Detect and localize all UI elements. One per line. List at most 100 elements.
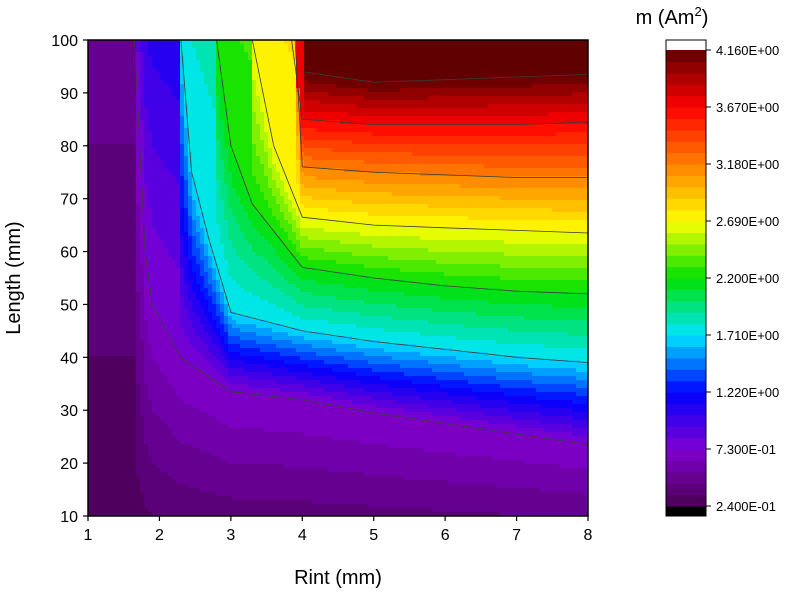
- contour-cell: [348, 44, 353, 49]
- contour-cell: [312, 48, 317, 53]
- contour-cell: [572, 128, 577, 133]
- contour-cell: [392, 116, 397, 121]
- contour-cell: [188, 172, 193, 177]
- contour-cell: [332, 44, 337, 49]
- contour-cell: [308, 184, 313, 189]
- contour-cell: [500, 188, 505, 193]
- contour-cell: [376, 144, 381, 149]
- contour-cell: [332, 164, 337, 169]
- contour-cell: [180, 88, 185, 93]
- contour-cell: [548, 116, 553, 121]
- contour-cell: [352, 80, 357, 85]
- contour-cell: [412, 156, 417, 161]
- contour-cell: [192, 48, 197, 53]
- contour-cell: [160, 108, 165, 113]
- contour-cell: [376, 120, 381, 125]
- contour-cell: [332, 76, 337, 81]
- contour-cell: [436, 80, 441, 85]
- contour-cell: [372, 148, 377, 153]
- contour-cell: [328, 104, 333, 109]
- contour-cell: [196, 148, 201, 153]
- contour-cell: [348, 112, 353, 117]
- contour-cell: [168, 132, 173, 137]
- contour-cell: [212, 188, 217, 193]
- contour-cell: [248, 160, 253, 165]
- contour-cell: [396, 40, 401, 45]
- contour-cell: [384, 164, 389, 169]
- contour-cell: [460, 112, 465, 117]
- contour-cell: [120, 180, 125, 185]
- contour-cell: [472, 196, 477, 201]
- contour-cell: [552, 156, 557, 161]
- contour-cell: [512, 120, 517, 125]
- contour-cell: [248, 136, 253, 141]
- contour-cell: [336, 188, 341, 193]
- contour-cell: [112, 56, 117, 61]
- contour-cell: [516, 188, 521, 193]
- contour-cell: [480, 184, 485, 189]
- contour-cell: [336, 140, 341, 145]
- contour-cell: [576, 164, 581, 169]
- contour-cell: [532, 128, 537, 133]
- contour-cell: [92, 136, 97, 141]
- contour-cell: [252, 120, 257, 125]
- contour-cell: [396, 196, 401, 201]
- contour-cell: [268, 72, 273, 77]
- contour-cell: [156, 96, 161, 101]
- contour-cell: [332, 196, 337, 201]
- contour-cell: [152, 52, 157, 57]
- contour-cell: [448, 72, 453, 77]
- contour-cell: [284, 104, 289, 109]
- contour-cell: [96, 48, 101, 53]
- contour-cell: [552, 96, 557, 101]
- contour-cell: [236, 108, 241, 113]
- contour-cell: [376, 164, 381, 169]
- contour-cell: [152, 192, 157, 197]
- contour-cell: [548, 180, 553, 185]
- contour-cell: [268, 136, 273, 141]
- contour-cell: [496, 40, 501, 45]
- contour-cell: [468, 112, 473, 117]
- contour-cell: [192, 88, 197, 93]
- contour-cell: [456, 56, 461, 61]
- contour-cell: [584, 108, 588, 113]
- contour-cell: [452, 128, 457, 133]
- contour-cell: [404, 124, 409, 129]
- contour-cell: [156, 60, 161, 65]
- contour-cell: [204, 64, 209, 69]
- contour-cell: [136, 160, 141, 165]
- contour-cell: [296, 84, 301, 89]
- contour-cell: [152, 196, 157, 201]
- contour-cell: [576, 144, 581, 149]
- contour-cell: [128, 152, 133, 157]
- contour-cell: [400, 172, 405, 177]
- contour-cell: [428, 140, 433, 145]
- contour-cell: [460, 180, 465, 185]
- contour-cell: [492, 192, 497, 197]
- contour-cell: [128, 44, 133, 49]
- contour-cell: [208, 88, 213, 93]
- contour-cell: [164, 68, 169, 73]
- contour-cell: [320, 192, 325, 197]
- contour-cell: [252, 176, 257, 181]
- contour-cell: [296, 196, 301, 201]
- contour-cell: [300, 180, 305, 185]
- contour-cell: [196, 52, 201, 57]
- contour-cell: [420, 84, 425, 89]
- contour-cell: [384, 180, 389, 185]
- contour-cell: [476, 108, 481, 113]
- contour-cell: [484, 96, 489, 101]
- contour-cell: [176, 144, 181, 149]
- contour-cell: [160, 40, 165, 45]
- contour-cell: [468, 168, 473, 173]
- contour-cell: [172, 112, 177, 117]
- contour-cell: [164, 192, 169, 197]
- contour-cell: [456, 136, 461, 141]
- contour-cell: [528, 84, 533, 89]
- contour-cell: [536, 160, 541, 165]
- contour-cell: [128, 80, 133, 85]
- contour-cell: [248, 128, 253, 133]
- contour-cell: [484, 180, 489, 185]
- contour-cell: [292, 140, 297, 145]
